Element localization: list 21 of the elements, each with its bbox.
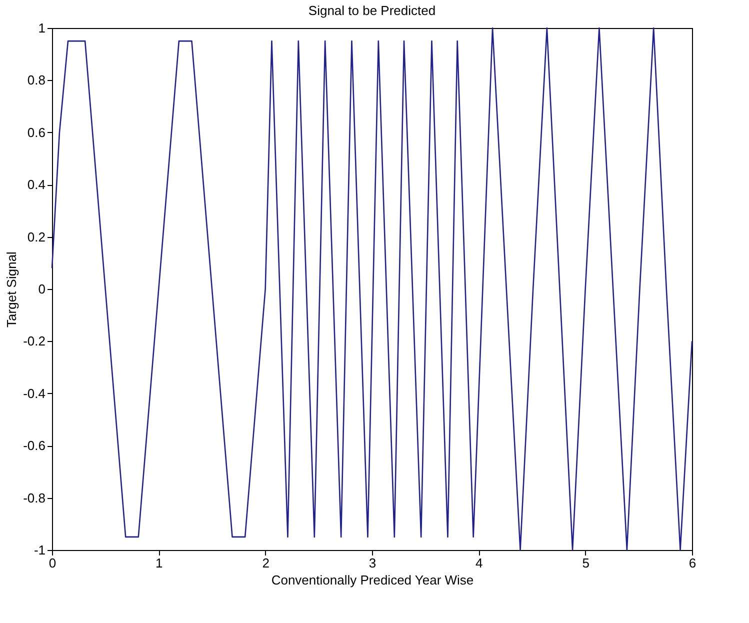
x-tick-label: 6 bbox=[688, 556, 696, 570]
y-tick-label: 0.4 bbox=[27, 177, 46, 192]
chart-title: Signal to be Predicted bbox=[308, 3, 436, 18]
x-tick-label: 2 bbox=[262, 556, 270, 570]
x-tick-label: 5 bbox=[582, 556, 590, 570]
y-tick-label: 0.8 bbox=[27, 72, 46, 88]
y-axis-title: Target Signal bbox=[4, 251, 20, 328]
y-tick-label: 1 bbox=[38, 20, 46, 36]
y-tick-label: -0.4 bbox=[23, 386, 46, 401]
x-tick-label: 0 bbox=[48, 556, 56, 570]
x-tick-label: 1 bbox=[156, 556, 163, 570]
x-axis-title: Conventionally Prediced Year Wise bbox=[271, 572, 474, 588]
x-tick-label: 3 bbox=[368, 556, 376, 570]
y-tick-label: 0 bbox=[38, 282, 46, 296]
y-tick-label: -0.8 bbox=[23, 490, 46, 506]
y-tick-label: 0.2 bbox=[27, 229, 46, 244]
y-tick-label: -1 bbox=[34, 542, 46, 558]
x-tick-label: 4 bbox=[476, 556, 483, 570]
y-tick-label: -0.6 bbox=[23, 438, 46, 454]
y-tick-label: 0.6 bbox=[27, 124, 46, 140]
y-tick-label: -0.2 bbox=[23, 334, 46, 349]
